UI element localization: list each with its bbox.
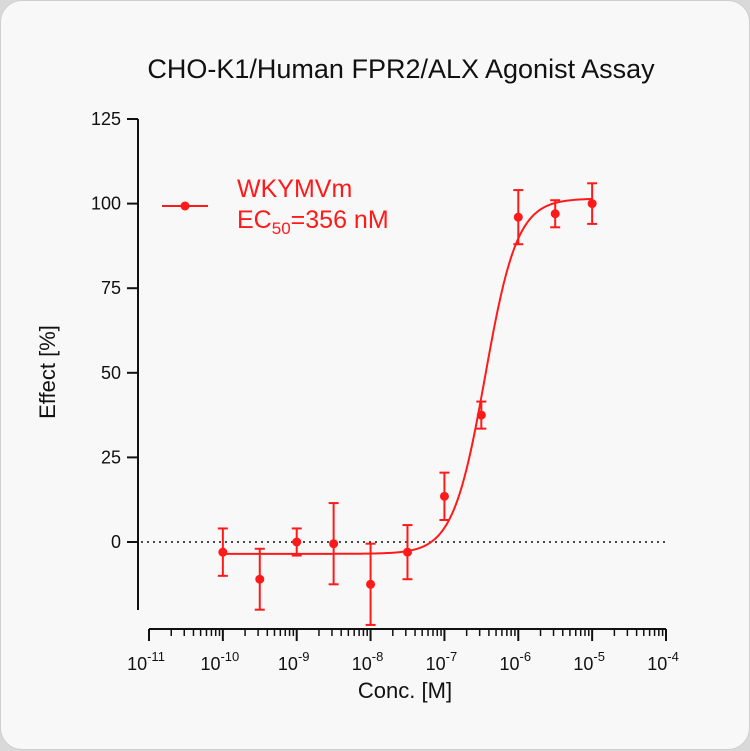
data-point	[292, 537, 302, 547]
x-tick-base: 10	[499, 654, 519, 674]
y-tick-label: 100	[91, 194, 121, 214]
x-tick-label: 10-8	[352, 649, 384, 674]
x-tick-label: 10-9	[278, 649, 310, 674]
y-tick-label: 125	[91, 109, 121, 129]
x-tick-exponent: -5	[593, 649, 605, 664]
y-tick-label: 25	[101, 447, 121, 467]
x-tick-label: 10-7	[426, 649, 458, 674]
x-tick-label: 10-11	[127, 649, 165, 674]
y-tick-label: 50	[101, 363, 121, 383]
data-point-group	[328, 502, 339, 586]
data-point-group	[476, 400, 487, 430]
data-point	[550, 209, 560, 219]
y-tick-label: 0	[111, 532, 121, 552]
x-tick-base: 10	[200, 654, 220, 674]
x-tick-exponent: -10	[220, 649, 239, 664]
x-tick-base: 10	[426, 654, 446, 674]
data-point	[587, 199, 597, 209]
x-tick-base: 10	[127, 654, 147, 674]
data-point	[476, 410, 486, 420]
data-point	[218, 547, 228, 557]
data-point	[366, 579, 376, 589]
x-tick-exponent: -7	[446, 649, 458, 664]
legend-ec-prefix: EC	[237, 206, 272, 234]
x-tick-label: 10-10	[200, 649, 239, 674]
data-point	[513, 212, 523, 222]
data-point-group	[513, 189, 524, 246]
x-tick-base: 10	[573, 654, 593, 674]
y-tick-label: 75	[101, 278, 121, 298]
x-axis-label: Conc. [M]	[358, 678, 452, 703]
data-point-group	[587, 182, 598, 225]
data-point	[402, 547, 412, 557]
legend-ec-subscript: 50	[272, 219, 291, 238]
data-point	[439, 491, 449, 501]
data-point	[329, 539, 339, 549]
data-point-group	[550, 199, 561, 229]
legend-series-name: WKYMVm	[237, 175, 352, 203]
chart-title: CHO-K1/Human FPR2/ALX Agonist Assay	[147, 54, 655, 84]
x-tick-label: 10-5	[573, 649, 605, 674]
data-point	[255, 574, 265, 584]
x-tick-exponent: -8	[372, 649, 384, 664]
data-point-group	[254, 547, 265, 611]
data-point-group	[365, 542, 376, 626]
data-point-group	[439, 471, 450, 522]
x-tick-label: 10-4	[647, 649, 679, 674]
x-tick-exponent: -11	[147, 649, 165, 664]
x-tick-exponent: -9	[298, 649, 310, 664]
x-tick-base: 10	[647, 654, 667, 674]
data-point-group	[217, 527, 228, 577]
legend: WKYMVm EC50=356 nM	[162, 175, 389, 238]
data-point-group	[291, 527, 302, 557]
x-tick-base: 10	[352, 654, 372, 674]
legend-ec50: EC50=356 nM	[237, 206, 389, 238]
x-tick-base: 10	[278, 654, 298, 674]
y-axis-label: Effect [%]	[35, 325, 60, 419]
fit-curve	[222, 197, 593, 555]
x-tick-exponent: -4	[667, 649, 679, 664]
x-tick-label: 10-6	[499, 649, 531, 674]
legend-ec-value: =356 nM	[291, 206, 389, 234]
x-tick-exponent: -6	[520, 649, 532, 664]
data-point-group	[402, 524, 413, 581]
legend-marker	[180, 201, 190, 211]
